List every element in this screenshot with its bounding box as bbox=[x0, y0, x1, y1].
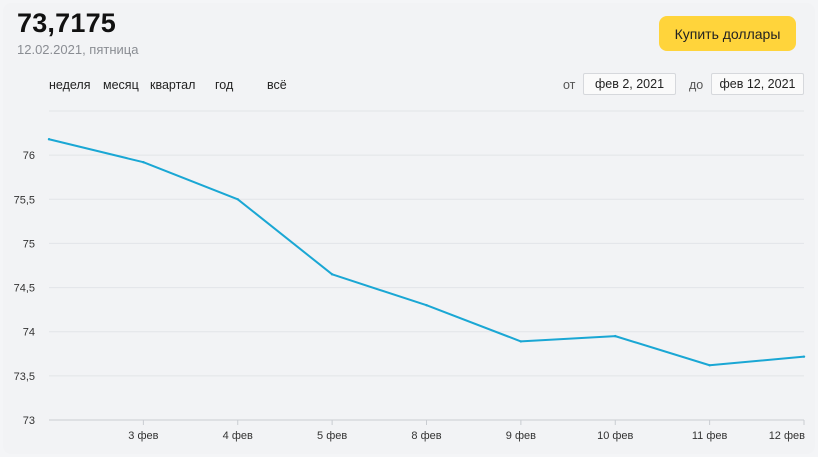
range-from-input[interactable] bbox=[583, 73, 676, 95]
current-rate: 73,7175 bbox=[17, 8, 116, 38]
period-all[interactable]: всё bbox=[267, 78, 287, 92]
data-point bbox=[519, 340, 523, 343]
data-point bbox=[614, 334, 617, 338]
y-tick-label: 75,5 bbox=[14, 194, 35, 206]
x-tick-label: 10 фев bbox=[597, 430, 633, 442]
x-tick-label: 4 фев bbox=[223, 430, 253, 442]
x-tick-label: 3 фев bbox=[128, 430, 158, 442]
y-tick-label: 74,5 bbox=[14, 283, 35, 295]
period-month[interactable]: месяц bbox=[103, 78, 139, 92]
x-tick-label: 8 фев bbox=[411, 430, 441, 442]
y-tick-label: 73,5 bbox=[14, 371, 35, 383]
range-to-input[interactable] bbox=[711, 73, 804, 95]
period-quarter[interactable]: квартал bbox=[150, 78, 196, 92]
period-week[interactable]: неделя bbox=[49, 78, 91, 92]
data-point bbox=[236, 198, 239, 201]
y-tick-label: 75 bbox=[23, 238, 35, 250]
x-tick-label: 5 фев bbox=[317, 430, 347, 442]
data-point bbox=[47, 138, 51, 141]
period-year[interactable]: год bbox=[215, 78, 234, 92]
rate-card bbox=[3, 3, 815, 454]
y-tick-label: 74 bbox=[23, 327, 35, 339]
data-point bbox=[425, 304, 428, 307]
rate-date: 12.02.2021, пятница bbox=[17, 42, 139, 57]
x-tick-label: 12 фев bbox=[769, 430, 805, 442]
data-point bbox=[142, 161, 145, 164]
range-to-label: до bbox=[689, 78, 704, 92]
range-from-label: от bbox=[563, 78, 576, 92]
y-tick-label: 73 bbox=[23, 415, 35, 427]
buy-dollars-button[interactable]: Купить доллары bbox=[659, 16, 796, 51]
data-point bbox=[802, 355, 806, 358]
x-tick-label: 11 фев bbox=[692, 430, 728, 442]
data-point bbox=[330, 273, 334, 276]
x-tick-label: 9 фев bbox=[506, 430, 536, 442]
data-point bbox=[708, 364, 711, 367]
y-tick-label: 76 bbox=[23, 150, 35, 162]
